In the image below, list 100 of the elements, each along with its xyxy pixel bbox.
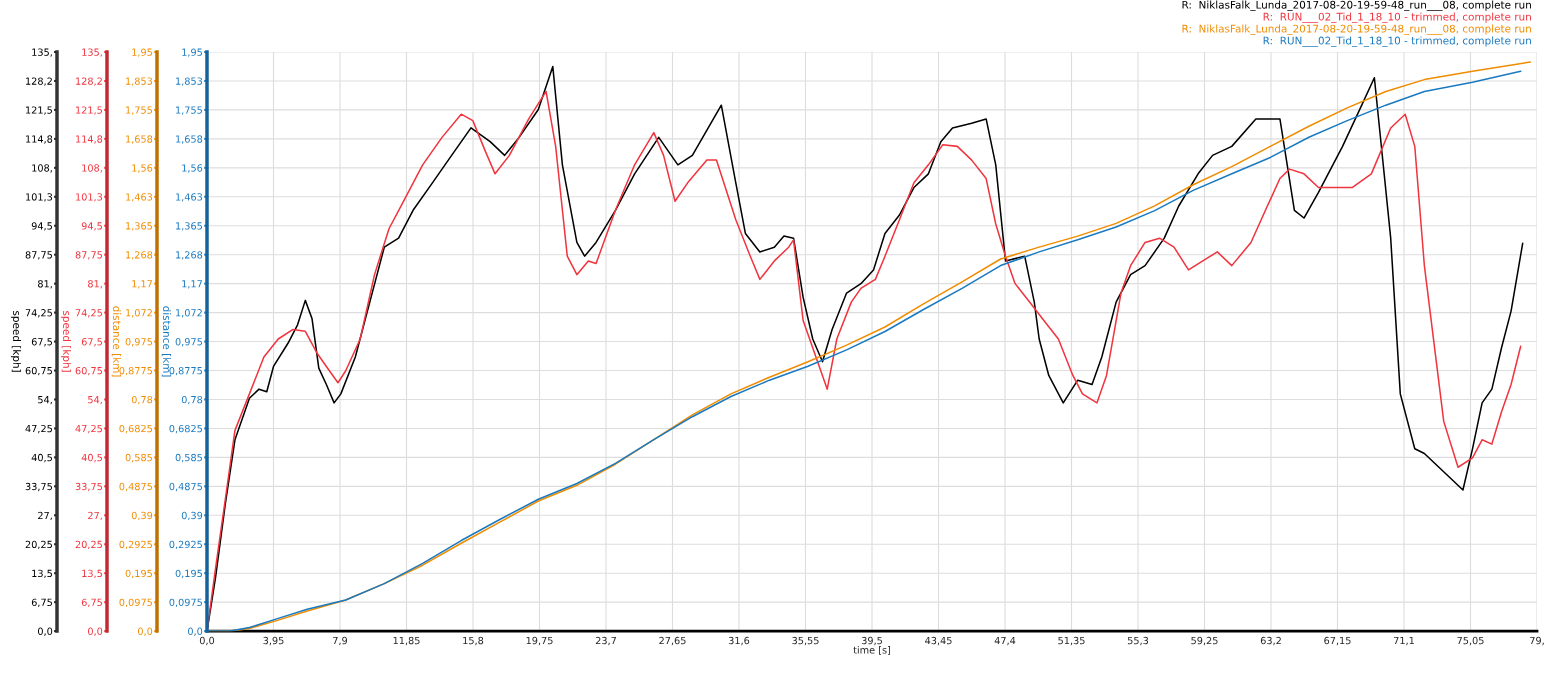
y3-tick-label: 1,17 xyxy=(132,280,152,289)
text: 1,17 xyxy=(182,280,202,289)
y-tick-label: 81, xyxy=(38,280,52,289)
y2-tick-label: 135, xyxy=(82,48,102,57)
text: 0,2925 xyxy=(169,540,202,550)
text: 0,0 xyxy=(188,627,203,636)
y-axis-title: speed [kph] xyxy=(10,311,22,372)
text: R: RUN___02_Tid_1_18_10 - trimmed, complete run xyxy=(1263,12,1531,23)
y3-tick-label: 0,585 xyxy=(125,453,152,463)
y2-tick-label: 20,25 xyxy=(75,540,102,550)
text: 1,365 xyxy=(176,222,202,231)
y-tick-label: 54, xyxy=(38,396,52,405)
y-tick-label: 47,25 xyxy=(25,424,52,434)
y3-tick-label: 0,0975 xyxy=(119,598,152,607)
y-tick-label: 128,2 xyxy=(26,77,52,86)
y-tick-label: 101,3 xyxy=(26,193,53,202)
text: 0,78 xyxy=(181,395,203,405)
y2-tick-label: 33,75 xyxy=(75,482,102,492)
y3-tick-label: 1,755 xyxy=(126,106,152,115)
y2-tick-label: 13,5 xyxy=(82,569,102,579)
x-tick-label: 31,6 xyxy=(728,636,750,646)
y-tick-label: 108, xyxy=(32,164,52,173)
x-axis-title: time [s] xyxy=(853,646,891,655)
y2-tick-label: 54, xyxy=(88,396,102,405)
y3-tick-label: 1,268 xyxy=(126,251,153,260)
y3-tick-label: 0,78 xyxy=(131,395,153,405)
text: 1,755 xyxy=(176,106,202,115)
y3-tick-label: 0,39 xyxy=(131,511,153,521)
y2-tick-label: 87,75 xyxy=(75,251,102,260)
x-tick-label: 23,7 xyxy=(595,636,616,646)
y3-tick-label: 0,4875 xyxy=(119,482,152,492)
y-tick-label: 40,5 xyxy=(31,453,52,463)
y-tick-label: 67,5 xyxy=(31,338,52,347)
y3-tick-label: 1,853 xyxy=(126,77,153,86)
y-tick-label: 6,75 xyxy=(31,598,52,607)
text: 1,658 xyxy=(176,135,203,144)
text: 0,4875 xyxy=(169,482,202,492)
x-tick-label: 67,15 xyxy=(1324,636,1351,646)
x-tick-label: 47,4 xyxy=(994,636,1016,646)
y2-tick-label: 94,5 xyxy=(81,222,102,231)
y-tick-label: 94,5 xyxy=(31,222,52,231)
y-tick-label: 121,5 xyxy=(26,106,52,115)
x-tick-label: 75,05 xyxy=(1457,636,1484,646)
x-tick-label: 35,55 xyxy=(792,636,819,646)
y-tick-label: 60,75 xyxy=(25,367,52,376)
y2-axis-title: speed [kph] xyxy=(60,311,72,372)
y3-tick-label: 1,463 xyxy=(126,193,153,202)
y-tick-label: 20,25 xyxy=(25,540,52,550)
y2-tick-label: 0,0 xyxy=(88,627,103,636)
x-tick-label: 79, xyxy=(1530,636,1544,646)
text: 1,95 xyxy=(182,48,202,57)
y3-tick-label: 1,365 xyxy=(126,222,152,231)
x-tick-label: 71,1 xyxy=(1393,636,1414,646)
y2-tick-label: 60,75 xyxy=(75,367,102,376)
x-tick-label: 55,3 xyxy=(1127,636,1149,646)
text: R: NiklasFalk_Lunda_2017-08-20-19-59-48_run___08, complete run xyxy=(1182,0,1531,11)
y3-tick-label: 0,6825 xyxy=(119,424,152,434)
text: R: NiklasFalk_Lunda_2017-08-20-19-59-48_run___08, complete run xyxy=(1182,24,1531,35)
y2-tick-label: 40,5 xyxy=(81,453,102,463)
text: 0,39 xyxy=(181,511,203,521)
y-tick-label: 13,5 xyxy=(32,569,52,579)
x-tick-label: 11,85 xyxy=(393,636,420,646)
y2-tick-label: 114,8 xyxy=(76,135,103,144)
x-tick-label: 0,0 xyxy=(199,636,215,646)
y-tick-label: 0,0 xyxy=(38,627,53,636)
x-tick-label: 51,35 xyxy=(1058,636,1085,646)
y-tick-label: 114,8 xyxy=(26,135,53,144)
x-tick-label: 59,25 xyxy=(1191,636,1218,646)
y-tick-label: 33,75 xyxy=(25,482,52,492)
text: 0,8775 xyxy=(169,367,202,376)
y2-tick-label: 121,5 xyxy=(76,106,102,115)
x-tick-label: 39,5 xyxy=(861,636,882,646)
text: 0,585 xyxy=(175,453,202,463)
text: 0,975 xyxy=(175,338,202,347)
y3-tick-label: 0,8775 xyxy=(119,367,152,376)
y3-tick-label: 0,195 xyxy=(125,569,152,579)
y3-tick-label: 1,658 xyxy=(126,135,153,144)
text: R: RUN___02_Tid_1_18_10 - trimmed, complete run xyxy=(1263,36,1531,47)
y3-tick-label: 1,95 xyxy=(132,48,152,57)
y3-tick-label: 0,0 xyxy=(138,627,153,636)
y2-tick-label: 6,75 xyxy=(81,598,102,607)
y2-tick-label: 128,2 xyxy=(76,77,102,86)
x-tick-label: 7,9 xyxy=(333,636,348,646)
y3-tick-label: 1,072 xyxy=(126,309,152,318)
text: 0,6825 xyxy=(169,424,202,434)
x-tick-label: 27,65 xyxy=(659,636,686,646)
text: 1,072 xyxy=(176,309,202,318)
x-tick-label: 3,95 xyxy=(263,636,284,646)
y-tick-label: 74,25 xyxy=(25,309,52,318)
y3-tick-label: 1,56 xyxy=(132,164,153,173)
text: 0,0975 xyxy=(169,598,202,607)
x-tick-label: 15,8 xyxy=(463,636,484,646)
y2-tick-label: 81, xyxy=(88,280,102,289)
y2-tick-label: 47,25 xyxy=(75,424,102,434)
y2-tick-label: 108, xyxy=(82,164,102,173)
y-tick-label: 135, xyxy=(32,48,52,57)
x-tick-label: 43,45 xyxy=(925,636,952,646)
y2-tick-label: 67,5 xyxy=(81,338,102,347)
text: 1,463 xyxy=(176,193,203,202)
x-tick-label: 63,2 xyxy=(1260,636,1281,646)
